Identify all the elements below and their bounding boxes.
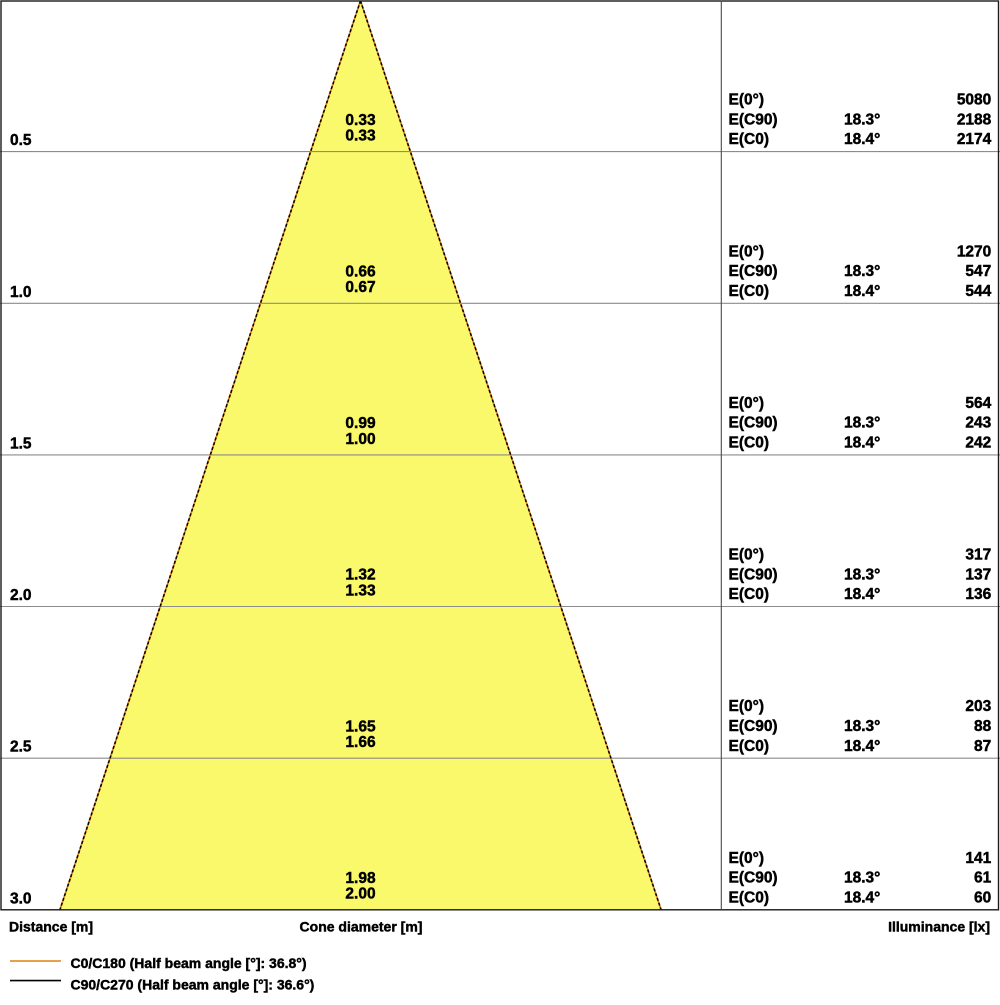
svg-text:E(0°): E(0°) (729, 92, 764, 109)
svg-text:18.3°: 18.3° (844, 718, 880, 735)
svg-text:18.3°: 18.3° (844, 870, 880, 887)
svg-text:E(0°): E(0°) (729, 243, 764, 260)
svg-text:18.3°: 18.3° (844, 566, 880, 583)
svg-text:88: 88 (974, 718, 992, 735)
svg-text:E(C90): E(C90) (729, 111, 778, 128)
svg-text:Distance [m]: Distance [m] (9, 919, 93, 935)
svg-text:E(C90): E(C90) (729, 263, 778, 280)
svg-text:Cone diameter [m]: Cone diameter [m] (300, 919, 423, 935)
svg-text:0.5: 0.5 (10, 132, 32, 149)
svg-text:E(C0): E(C0) (729, 435, 769, 452)
svg-text:0.33: 0.33 (345, 128, 376, 145)
svg-text:0.67: 0.67 (345, 279, 375, 296)
svg-text:136: 136 (965, 586, 991, 603)
svg-text:18.3°: 18.3° (844, 111, 880, 128)
svg-text:317: 317 (965, 547, 991, 564)
svg-text:E(C0): E(C0) (729, 283, 769, 300)
svg-text:18.4°: 18.4° (844, 435, 880, 452)
svg-text:E(C90): E(C90) (729, 566, 778, 583)
svg-text:2188: 2188 (957, 111, 992, 128)
svg-text:E(C0): E(C0) (729, 738, 769, 755)
svg-text:1.65: 1.65 (345, 718, 376, 735)
svg-text:18.4°: 18.4° (844, 131, 880, 148)
svg-text:61: 61 (974, 870, 992, 887)
svg-text:18.4°: 18.4° (844, 738, 880, 755)
svg-text:E(C90): E(C90) (729, 870, 778, 887)
svg-text:1.98: 1.98 (345, 870, 376, 887)
svg-text:243: 243 (965, 415, 991, 432)
svg-text:C0/C180 (Half beam angle [°]:: C0/C180 (Half beam angle [°]: 36.8°) (71, 955, 307, 971)
svg-text:203: 203 (965, 698, 991, 715)
svg-text:2.00: 2.00 (345, 886, 375, 903)
svg-text:18.3°: 18.3° (844, 415, 880, 432)
svg-text:544: 544 (965, 283, 991, 300)
svg-text:5080: 5080 (957, 92, 991, 109)
svg-text:18.4°: 18.4° (844, 586, 880, 603)
svg-text:1.5: 1.5 (10, 435, 32, 452)
svg-text:C90/C270 (Half beam angle [°]:: C90/C270 (Half beam angle [°]: 36.6°) (71, 976, 315, 992)
svg-text:18.4°: 18.4° (844, 283, 880, 300)
svg-text:E(C0): E(C0) (729, 131, 769, 148)
svg-text:2174: 2174 (957, 131, 992, 148)
svg-text:141: 141 (965, 850, 991, 867)
svg-text:E(C90): E(C90) (729, 718, 778, 735)
svg-text:2.5: 2.5 (10, 739, 32, 756)
svg-text:E(0°): E(0°) (729, 850, 764, 867)
svg-text:E(0°): E(0°) (729, 698, 764, 715)
svg-text:0.66: 0.66 (345, 264, 376, 281)
svg-text:E(C0): E(C0) (729, 586, 769, 603)
svg-text:547: 547 (965, 263, 991, 280)
svg-text:1270: 1270 (957, 243, 991, 260)
svg-text:E(C0): E(C0) (729, 889, 769, 906)
svg-text:3.0: 3.0 (10, 890, 32, 907)
svg-text:E(0°): E(0°) (729, 395, 764, 412)
svg-text:Illuminance [lx]: Illuminance [lx] (888, 919, 990, 935)
svg-text:E(0°): E(0°) (729, 547, 764, 564)
svg-text:60: 60 (974, 889, 991, 906)
svg-text:1.33: 1.33 (345, 582, 376, 599)
svg-text:137: 137 (965, 566, 991, 583)
svg-text:1.0: 1.0 (10, 284, 32, 301)
svg-text:18.4°: 18.4° (844, 889, 880, 906)
svg-text:0.99: 0.99 (345, 415, 376, 432)
svg-text:242: 242 (965, 435, 991, 452)
svg-text:2.0: 2.0 (10, 587, 32, 604)
svg-text:1.32: 1.32 (345, 567, 375, 584)
svg-text:E(C90): E(C90) (729, 415, 778, 432)
svg-text:1.00: 1.00 (345, 431, 375, 448)
svg-text:87: 87 (974, 738, 991, 755)
svg-text:18.3°: 18.3° (844, 263, 880, 280)
svg-text:0.33: 0.33 (345, 112, 376, 129)
svg-text:1.66: 1.66 (345, 734, 376, 751)
svg-text:564: 564 (965, 395, 991, 412)
